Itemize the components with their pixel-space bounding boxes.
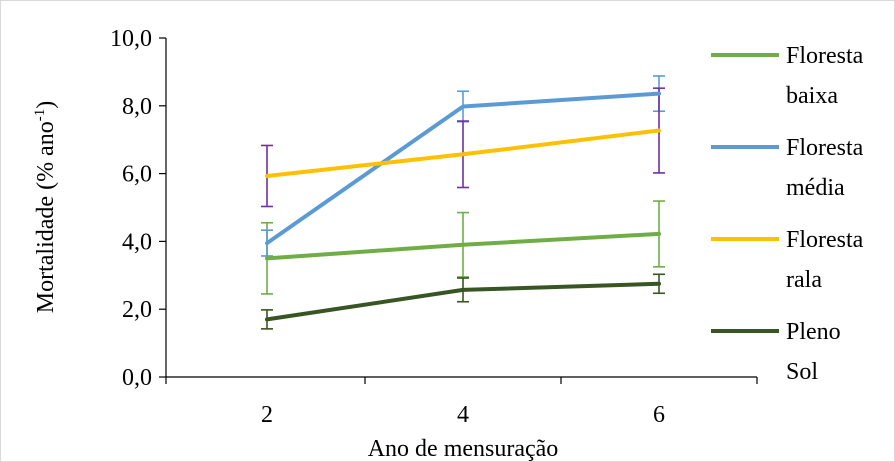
axes <box>159 37 758 384</box>
y-axis-title-superscript: -1 <box>32 109 48 122</box>
y-tick-label: 10,0 <box>110 26 152 52</box>
legend-label-3: Sol <box>786 359 818 385</box>
y-axis-title-close: ) <box>33 101 59 109</box>
legend-label-1: média <box>786 175 845 201</box>
legend: Floresta baixa Floresta média Floresta rala Pl… <box>711 43 864 385</box>
y-tick-label: 6,0 <box>122 162 152 188</box>
legend-label-2: Floresta <box>786 227 864 253</box>
x-tick-label: 4 <box>457 402 469 428</box>
series-line-3 <box>265 281 661 322</box>
legend-label-0: Floresta <box>786 43 864 69</box>
series-line-2 <box>265 128 661 178</box>
y-tick-label: 4,0 <box>122 229 152 255</box>
y-axis-title-main: Mortalidade (% ano <box>33 121 59 313</box>
legend-label-1: Floresta <box>786 135 864 161</box>
legend-label-2: rala <box>786 267 822 293</box>
legend-label-0: baixa <box>786 83 838 109</box>
y-tick-label: 2,0 <box>122 297 152 323</box>
series-line-1 <box>265 91 661 246</box>
x-tick-label: 6 <box>653 402 665 428</box>
series-line-0 <box>265 231 661 261</box>
legend-label-3: Pleno <box>786 319 841 345</box>
tick-labels: 0,0 2,0 4,0 6,0 8,0 10,0 2 4 6 <box>110 26 665 428</box>
y-tick-label: 0,0 <box>122 365 152 391</box>
y-tick-label: 8,0 <box>122 94 152 120</box>
x-tick-label: 2 <box>261 402 273 428</box>
series-lines <box>265 91 661 322</box>
x-axis-title: Ano de mensuração <box>368 436 559 461</box>
y-axis-title: Mortalidade (% ano-1) <box>32 101 59 313</box>
